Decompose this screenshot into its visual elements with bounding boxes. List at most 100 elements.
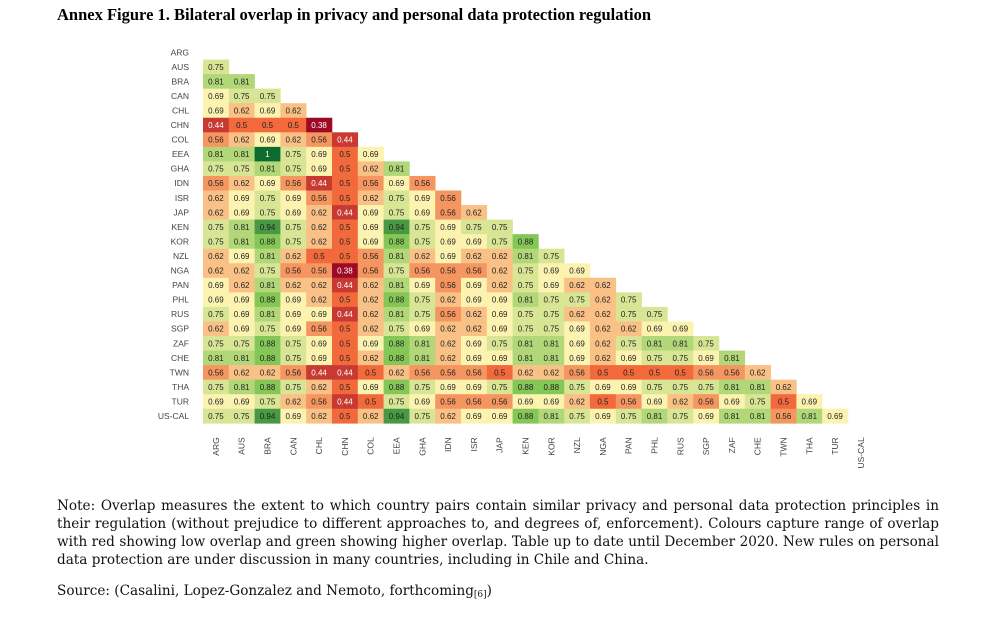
cell-value: 0.56	[569, 368, 585, 377]
cell-value: 0.62	[415, 252, 431, 261]
heatmap-cell	[435, 277, 462, 293]
row-label: PHL	[172, 295, 189, 305]
heatmap-cell	[538, 394, 565, 410]
heatmap-cell	[254, 132, 281, 148]
cell-value: 0.75	[415, 383, 431, 392]
cell-value: 0.5	[494, 368, 506, 377]
heatmap-cell	[254, 365, 281, 380]
heatmap-cell	[719, 394, 746, 410]
heatmap-cell	[332, 350, 359, 366]
heatmap-cell	[435, 248, 462, 264]
heatmap-cell	[590, 277, 617, 293]
cell-value: 0.81	[260, 310, 276, 319]
cell-value: 0.75	[208, 237, 224, 246]
heatmap-cell	[435, 336, 462, 351]
heatmap-cell	[306, 408, 333, 424]
heatmap-cell	[461, 306, 488, 322]
cell-value: 0.56	[466, 267, 482, 276]
heatmap-cell	[228, 306, 255, 322]
row-label: PAN	[172, 280, 189, 290]
heatmap-cell	[744, 365, 771, 380]
heatmap-cell	[409, 248, 436, 264]
cell-value: 0.75	[389, 325, 405, 334]
cell-value: 0.69	[260, 136, 276, 145]
cell-value: 0.44	[337, 397, 353, 406]
cell-value: 0.44	[337, 310, 353, 319]
cell-value: 0.62	[286, 252, 302, 261]
cell-value: 0.69	[544, 267, 560, 276]
heatmap-cell	[280, 263, 307, 279]
cell-value: 0.81	[415, 354, 431, 363]
heatmap-cell	[357, 365, 384, 380]
column-label: CHL	[314, 437, 324, 454]
cell-value: 0.69	[311, 339, 327, 348]
cell-value: 0.56	[311, 267, 327, 276]
heatmap-cell	[254, 336, 281, 351]
cell-value: 0.5	[339, 194, 351, 203]
cell-value: 0.88	[260, 339, 276, 348]
cell-value: 0.69	[569, 325, 585, 334]
heatmap-cell	[512, 292, 539, 308]
heatmap-cell	[203, 234, 230, 249]
heatmap-cell	[512, 336, 539, 351]
heatmap-cell	[461, 248, 488, 264]
column-label: ISR	[469, 437, 479, 451]
heatmap-cell	[306, 379, 333, 395]
cell-value: 0.62	[466, 310, 482, 319]
cell-value: 0.69	[466, 281, 482, 290]
cell-value: 0.62	[440, 296, 456, 305]
cell-value: 0.56	[415, 179, 431, 188]
cell-value: 0.69	[440, 237, 456, 246]
heatmap-cell	[590, 379, 617, 395]
heatmap-cell	[383, 365, 410, 380]
heatmap-cell	[383, 394, 410, 410]
heatmap-cell	[383, 190, 410, 206]
heatmap-cell	[306, 117, 333, 133]
heatmap-cell	[435, 219, 462, 235]
heatmap-cell	[254, 379, 281, 395]
heatmap-cell	[203, 74, 230, 89]
cell-value: 0.62	[673, 397, 689, 406]
cell-value: 0.44	[311, 179, 327, 188]
cell-value: 0.56	[415, 368, 431, 377]
cell-value: 0.56	[286, 368, 302, 377]
heatmap-cell	[280, 117, 307, 133]
cell-value: 0.88	[389, 237, 405, 246]
cell-value: 0.62	[466, 252, 482, 261]
cell-value: 0.88	[260, 354, 276, 363]
cell-value: 0.62	[569, 281, 585, 290]
heatmap-cell	[409, 205, 436, 220]
heatmap-cell	[254, 175, 281, 191]
heatmap-cell	[254, 277, 281, 293]
heatmap-cell	[228, 336, 255, 351]
cell-value: 0.5	[339, 296, 351, 305]
heatmap-cell	[254, 248, 281, 264]
cell-value: 0.69	[621, 383, 637, 392]
heatmap-cell	[203, 277, 230, 293]
row-label: TUR	[172, 396, 189, 406]
cell-value: 0.69	[544, 281, 560, 290]
cell-value: 0.69	[673, 325, 689, 334]
cell-value: 0.75	[569, 412, 585, 421]
heatmap-cell	[590, 292, 617, 308]
heatmap-cell	[383, 219, 410, 235]
cell-value: 0.69	[234, 194, 250, 203]
heatmap-cell	[744, 379, 771, 395]
heatmap-cell	[203, 379, 230, 395]
heatmap-cell	[306, 190, 333, 206]
cell-value: 0.56	[492, 397, 508, 406]
heatmap-cell	[770, 379, 797, 395]
heatmap-cell	[486, 408, 513, 424]
cell-value: 0.75	[208, 223, 224, 232]
cell-value: 0.69	[466, 237, 482, 246]
overlap-heatmap: ARG AUS BRA CAN CHL CHN COL EEA GHA IDN ISR JAP KEN K…	[158, 47, 866, 468]
cell-value: 0.69	[363, 150, 379, 159]
heatmap-cell	[435, 234, 462, 249]
cell-value: 0.75	[260, 325, 276, 334]
heatmap-cell	[280, 146, 307, 162]
heatmap-cell	[254, 103, 281, 119]
heatmap-cell	[538, 248, 565, 264]
cell-value: 0.69	[234, 252, 250, 261]
heatmap-cell	[409, 277, 436, 293]
heatmap-cell	[280, 219, 307, 235]
